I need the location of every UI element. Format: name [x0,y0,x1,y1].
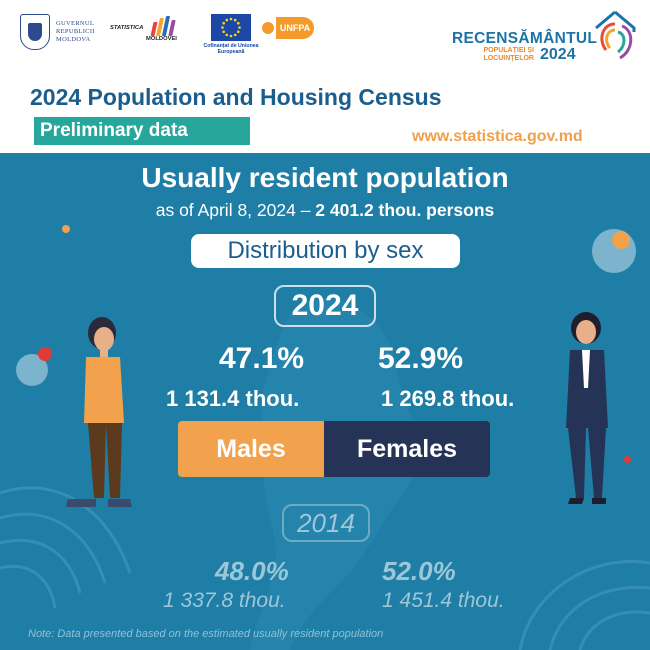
header: GUVERNUL REPUBLICII MOLDOVA STATISTICA M… [0,0,650,153]
preliminary-badge: Preliminary data [34,117,250,145]
unfpa-icon [262,22,274,34]
distribution-label: Distribution by sex [191,234,460,268]
stat-logo-line-1: STATISTICA [110,25,144,31]
government-seal-icon [20,14,50,50]
decor-dot [62,225,70,233]
unfpa-logo-text: UNFPA [276,17,314,39]
eu-logo-text: Cofinanțat de Uniunea Europeană [203,43,259,55]
statistics-bars-icon: STATISTICA MOLDOVEI [110,16,184,46]
decor-dot [624,456,631,463]
census-logo: RECENSĂMÂNTUL POPULAȚIEI ȘI LOCUINȚELOR … [452,10,642,72]
male-percent-2014: 48.0% [215,556,289,586]
website-link[interactable]: www.statistica.gov.md [412,128,583,145]
decor-dot [612,231,630,249]
females-label: Females [324,421,490,477]
infographic-body [0,153,650,650]
female-count-2014: 1 451.4 thou. [382,589,505,612]
sex-legend-bar: Males Females [178,421,490,477]
male-count-2024: 1 131.4 thou. [166,386,300,411]
census-logo-year: 2024 [540,46,576,63]
footnote: Note: Data presented based on the estima… [28,628,384,640]
female-count-2024: 1 269.8 thou. [381,386,515,411]
year-2024-label: 2024 [274,285,376,327]
decor-dot [38,347,52,361]
male-percent-2024: 47.1% [219,342,305,375]
gov-line-3: MOLDOVA [56,36,91,43]
population-subtitle-prefix: as of April 8, 2024 – [155,200,316,220]
eu-flag-icon [211,14,251,41]
government-logo: GUVERNUL REPUBLICII MOLDOVA [20,14,95,50]
eu-logo: Cofinanțat de Uniunea Europeană [196,14,266,55]
male-count-2014: 1 337.8 thou. [163,589,286,612]
page-title: 2024 Population and Housing Census [30,84,442,110]
males-label: Males [178,421,324,477]
census-house-logo-icon [595,10,636,60]
woman-figure-icon [566,312,608,504]
female-percent-2014: 52.0% [382,556,456,586]
census-logo-subtitle: POPULAȚIEI ȘI LOCUINȚELOR [483,47,534,62]
gov-line-1: GUVERNUL [56,20,95,27]
female-percent-2024: 52.9% [378,342,464,375]
statistica-logo: STATISTICA MOLDOVEI [110,16,184,46]
man-figure-icon [66,317,132,507]
population-subtitle: as of April 8, 2024 – 2 401.2 thou. pers… [0,200,650,221]
gov-line-2: REPUBLICII [56,28,95,35]
year-2014-label: 2014 [282,504,370,542]
population-title: Usually resident population [141,162,509,193]
census-logo-title: RECENSĂMÂNTUL [452,30,598,47]
total-population-value: 2 401.2 thou. persons [315,200,495,220]
stat-logo-line-2: MOLDOVEI [146,36,177,42]
unfpa-logo: UNFPA [262,17,314,39]
